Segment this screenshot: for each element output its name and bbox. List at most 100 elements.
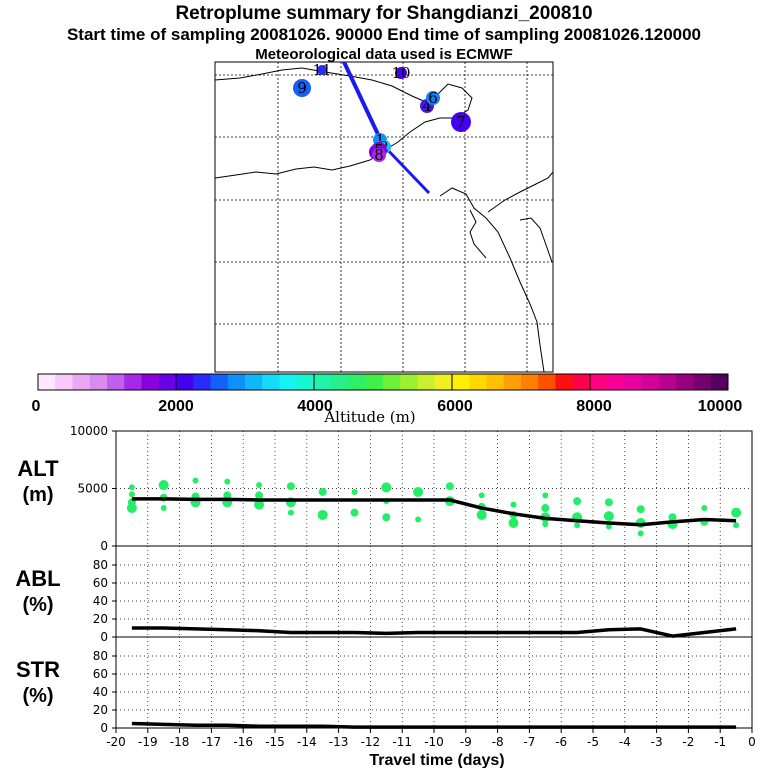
- colorbar-swatch: [693, 374, 712, 390]
- colorbar: 0 2000 4000 6000 8000 10000 Altitude (m): [32, 373, 742, 426]
- x-tick-label: -1: [714, 735, 726, 749]
- y-tick-label: 80: [93, 558, 108, 572]
- colorbar-swatch: [452, 374, 470, 390]
- altitude-point: [445, 482, 454, 491]
- altitude-point: [542, 492, 549, 499]
- altitude-point: [476, 509, 487, 520]
- altitude-point: [415, 516, 422, 523]
- cluster-label: 10: [391, 64, 410, 82]
- colorbar-tick-label: 6000: [437, 398, 473, 415]
- y-tick-label: 10000: [70, 424, 108, 438]
- x-tick-label: -19: [138, 735, 158, 749]
- colorbar-tick-label: 4000: [297, 398, 333, 415]
- altitude-point: [574, 522, 581, 529]
- panel-frame: [115, 636, 753, 729]
- altitude-point: [223, 491, 232, 500]
- colorbar-swatch: [641, 374, 660, 390]
- mean-line-str: [131, 721, 737, 729]
- cluster-marker: [317, 65, 327, 75]
- altitude-point: [733, 522, 740, 529]
- x-tick-label: -16: [233, 735, 253, 749]
- colorbar-tick-label: 0: [32, 398, 41, 415]
- colorbar-swatch: [210, 374, 229, 390]
- colorbar-swatch: [296, 374, 315, 390]
- colorbar-swatch: [262, 374, 280, 390]
- altitude-point: [255, 491, 264, 500]
- timeseries-panels: 0 5000 10000 ALT (m) 0 20 40 60 80 ABL (%) 0 20 40 60 80…: [15, 424, 755, 768]
- sampling-time: Start time of sampling 20081026. 90000 E…: [66, 25, 702, 44]
- cluster-marker: [293, 79, 311, 97]
- cluster-label: 8: [374, 146, 384, 164]
- altitude-point: [286, 482, 295, 491]
- cluster-label: 9: [297, 79, 307, 97]
- colorbar-swatch: [521, 374, 539, 390]
- y-tick-label: 20: [93, 612, 108, 626]
- altitude-point: [128, 491, 135, 498]
- y-tick-label: 60: [93, 667, 108, 681]
- colorbar-swatch: [365, 374, 384, 390]
- cluster-marker: [372, 148, 386, 162]
- altitude-point: [573, 497, 582, 506]
- mean-line-abl: [131, 626, 737, 638]
- colorbar-swatch: [348, 374, 367, 390]
- y-tick-label: 20: [93, 703, 108, 717]
- altitude-point: [350, 508, 359, 517]
- x-tick-label: -2: [682, 735, 694, 749]
- y-tick-label: 80: [93, 649, 108, 663]
- y-tick-label: 0: [100, 539, 108, 553]
- altitude-point: [381, 482, 392, 493]
- colorbar-swatch: [193, 374, 211, 390]
- colorbar-swatch: [124, 374, 142, 390]
- panel-ylabel-unit: (m): [22, 484, 53, 506]
- colorbar-swatch: [383, 374, 401, 390]
- colorbar-swatch: [590, 374, 608, 390]
- x-tick-label: -13: [329, 735, 349, 749]
- altitude-point: [224, 478, 231, 485]
- x-tick-label: -8: [492, 735, 504, 749]
- colorbar-swatch: [486, 374, 505, 390]
- colorbar-swatch: [176, 374, 194, 390]
- panel-ylabel: ALT: [17, 456, 59, 481]
- colorbar-swatch: [607, 374, 625, 390]
- x-tick-label: -20: [106, 735, 126, 749]
- cluster-label: 11: [312, 61, 331, 79]
- panel-ylabel: ABL: [15, 566, 60, 591]
- cluster-marker: [426, 91, 440, 105]
- cluster-label: 4: [422, 97, 432, 115]
- colorbar-swatch: [469, 374, 487, 390]
- y-tick-label: 0: [100, 721, 108, 735]
- altitude-point: [254, 499, 265, 510]
- altitude-point: [605, 523, 612, 530]
- x-tick-label: -5: [587, 735, 599, 749]
- cluster-label: 6: [428, 89, 438, 107]
- track-north-segment: [342, 61, 385, 146]
- altitude-point: [126, 503, 137, 514]
- x-tick-label: -10: [424, 735, 444, 749]
- altitude-point: [256, 482, 263, 489]
- colorbar-swatch: [72, 374, 91, 390]
- colorbar-swatch: [676, 374, 694, 390]
- y-tick-label: 5000: [77, 482, 108, 496]
- y-tick-label: 60: [93, 576, 108, 590]
- altitude-point: [603, 511, 614, 522]
- colorbar-swatch: [331, 374, 349, 390]
- colorbar-swatch: [710, 374, 729, 390]
- colorbar-swatch: [158, 374, 177, 390]
- colorbar-swatch: [417, 374, 436, 390]
- panel-ylabel-unit: (%): [22, 685, 53, 707]
- altitude-point: [508, 518, 519, 528]
- altitude-point: [510, 501, 517, 508]
- altitude-point: [318, 487, 327, 496]
- x-tick-label: -14: [297, 735, 317, 749]
- altitude-point: [636, 505, 645, 514]
- altitude-point: [478, 492, 485, 499]
- panel-str: 0 20 40 60 80 STR (%): [16, 636, 753, 735]
- x-tick-label: -7: [523, 735, 535, 749]
- map-frame: [214, 61, 554, 373]
- colorbar-swatch: [38, 374, 56, 390]
- altitude-point: [160, 505, 167, 512]
- x-tick-label: -15: [265, 735, 285, 749]
- altitude-point: [317, 509, 328, 520]
- altitude-point: [604, 498, 613, 507]
- y-tick-label: 0: [100, 630, 108, 644]
